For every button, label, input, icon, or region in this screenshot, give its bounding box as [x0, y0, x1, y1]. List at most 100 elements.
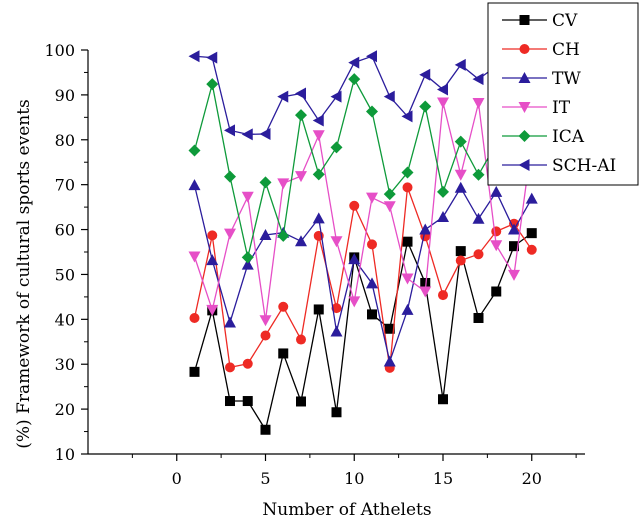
data-point [225, 396, 235, 407]
legend-marker [518, 72, 531, 83]
x-tick-label: 5 [260, 469, 270, 488]
data-point [242, 358, 253, 369]
legend-marker [519, 15, 530, 25]
legend-marker [519, 44, 530, 54]
data-point [366, 192, 378, 204]
data-point [242, 396, 253, 407]
y-tick-label: 60 [55, 221, 75, 240]
data-point [490, 240, 503, 252]
legend-marker [518, 102, 531, 113]
data-point [472, 168, 485, 181]
data-point [401, 110, 413, 123]
data-point [296, 396, 306, 407]
data-point [295, 109, 307, 122]
legend-label: CV [552, 11, 578, 31]
data-point [454, 135, 467, 148]
data-point [259, 176, 272, 189]
data-point [402, 182, 413, 193]
data-point [312, 114, 324, 127]
data-point [313, 304, 324, 315]
data-point [472, 73, 484, 86]
data-point [259, 315, 272, 327]
data-point [366, 50, 377, 63]
series-it [188, 97, 538, 327]
data-point [225, 362, 235, 373]
data-point [188, 144, 201, 157]
legend-label: TW [552, 69, 581, 89]
data-point [438, 290, 448, 301]
data-point [206, 51, 218, 64]
data-point [278, 348, 289, 359]
data-point [508, 269, 520, 281]
legend-item-it: IT [502, 98, 571, 118]
data-point [207, 230, 218, 241]
data-point [419, 223, 432, 235]
data-point [438, 394, 448, 405]
legend: CV CH TW IT ICA SCH-AI [487, 2, 639, 186]
data-point [366, 105, 378, 118]
data-point [473, 249, 484, 260]
x-tick-label: 10 [344, 469, 364, 488]
data-point [312, 168, 325, 181]
data-point [278, 301, 289, 312]
data-point [383, 355, 396, 367]
y-tick-label: 30 [55, 355, 75, 374]
x-tick-label: 20 [522, 469, 542, 488]
data-point [277, 90, 289, 103]
data-point [491, 226, 502, 237]
data-point [277, 229, 290, 242]
data-point [437, 97, 449, 109]
data-point [383, 188, 396, 201]
y-tick-label: 90 [55, 86, 75, 105]
data-point [437, 210, 449, 222]
data-point [312, 212, 325, 224]
axes: 10 20 30 40 50 60 70 80 90 100 0 5 10 15 20 [44, 41, 585, 488]
data-point [348, 56, 360, 69]
data-point [491, 286, 502, 297]
data-point [330, 141, 343, 154]
x-tick-label: 0 [172, 469, 182, 488]
data-point [420, 277, 431, 288]
data-point [260, 424, 271, 435]
legend-label: CH [552, 40, 580, 60]
data-point [367, 239, 377, 250]
data-point [384, 323, 395, 334]
data-point [188, 50, 200, 63]
data-point [419, 286, 432, 298]
x-tick-label: 15 [433, 469, 453, 488]
data-point [419, 100, 432, 113]
legend-label: ICA [552, 127, 585, 147]
legend-marker [518, 130, 531, 142]
data-point [419, 68, 431, 81]
legend-item-ica: ICA [502, 127, 585, 147]
data-point [260, 330, 271, 341]
y-tick-label: 40 [55, 310, 75, 329]
data-point [437, 185, 449, 198]
data-point [348, 296, 361, 308]
data-point [490, 185, 503, 197]
data-point [383, 90, 395, 103]
y-tick-label: 70 [55, 176, 75, 195]
data-point [401, 303, 414, 315]
data-point [330, 90, 342, 103]
data-point [224, 124, 235, 137]
legend-label: IT [552, 98, 571, 118]
data-point [454, 181, 467, 193]
data-point [330, 325, 343, 337]
data-point [473, 312, 484, 323]
data-point [312, 130, 325, 142]
data-point [241, 128, 253, 141]
data-point [259, 127, 271, 140]
data-point [383, 201, 396, 213]
data-point [401, 166, 414, 179]
data-point [206, 304, 219, 316]
data-point [401, 273, 414, 285]
data-point [348, 253, 361, 265]
data-point [455, 246, 466, 257]
y-tick-label: 80 [55, 131, 75, 150]
data-point [366, 277, 378, 289]
data-point [296, 334, 306, 345]
data-point [454, 58, 466, 71]
data-point [259, 228, 272, 240]
